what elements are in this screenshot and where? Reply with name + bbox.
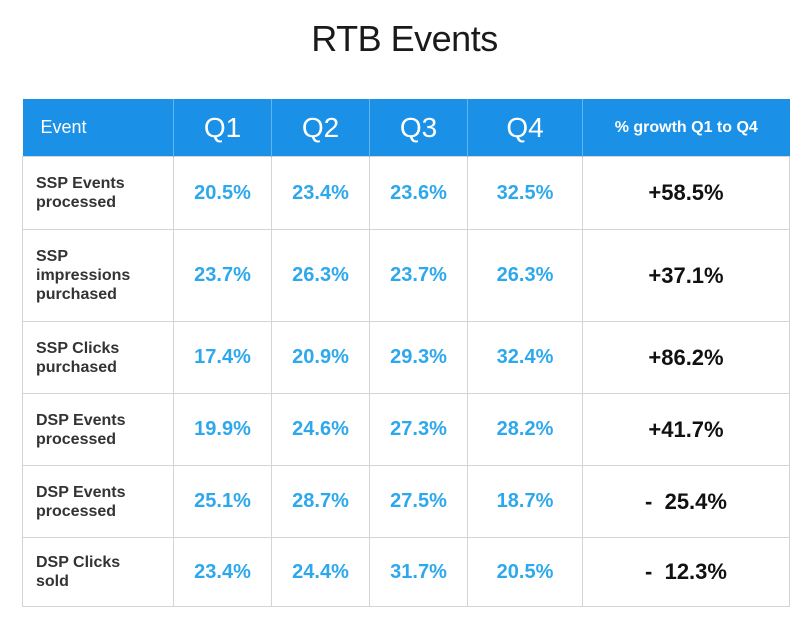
column-header-event: Event [22, 99, 174, 157]
value-q2: 24.4% [271, 537, 370, 607]
table-row: SSP impressions purchased 23.7% 26.3% 23… [22, 229, 790, 322]
event-label-line: processed [36, 502, 117, 520]
growth-value: +86.2% [582, 321, 790, 394]
event-label-line: SSP Events [36, 175, 125, 192]
table-row: SSP Events processed 20.5% 23.4% 23.6% 3… [22, 156, 790, 230]
value-q2: 23.4% [271, 156, 370, 230]
value-q4: 18.7% [467, 465, 583, 538]
value-q1: 17.4% [173, 321, 272, 394]
value-q4: 32.5% [467, 156, 583, 230]
event-label: SSP Events processed [22, 156, 174, 230]
event-label-line: purchased [36, 358, 117, 376]
growth-value: +58.5% [582, 156, 790, 230]
event-label: DSP Clicks sold [22, 537, 174, 607]
event-label-line: SSP [36, 248, 69, 265]
table-row: DSP Clicks sold 23.4% 24.4% 31.7% 20.5% … [22, 537, 790, 607]
value-q1: 20.5% [173, 156, 272, 230]
value-q4: 32.4% [467, 321, 583, 394]
value-q3: 29.3% [369, 321, 468, 394]
growth-value: +41.7% [582, 393, 790, 466]
event-label-line: DSP Clicks [36, 554, 121, 571]
event-label: DSP Events processed [22, 393, 174, 466]
value-q3: 23.7% [369, 229, 468, 322]
event-label-line: sold [36, 573, 69, 590]
value-q2: 28.7% [271, 465, 370, 538]
value-q3: 23.6% [369, 156, 468, 230]
header-row: Event Q1 Q2 Q3 Q4 % growth Q1 to Q4 [22, 99, 790, 157]
growth-value: - 12.3% [582, 537, 790, 607]
event-label-line: SSP Clicks [36, 339, 120, 357]
table-row: DSP Events processed 19.9% 24.6% 27.3% 2… [22, 393, 790, 466]
column-header-q2: Q2 [271, 99, 370, 157]
event-label-line: processed [36, 430, 117, 448]
table-row: SSP Clicks purchased 17.4% 20.9% 29.3% 3… [22, 321, 790, 394]
value-q2: 20.9% [271, 321, 370, 394]
chart-title: RTB Events [311, 18, 498, 59]
column-header-q4: Q4 [467, 99, 583, 157]
growth-value: +37.1% [582, 229, 790, 322]
value-q3: 31.7% [369, 537, 468, 607]
value-q1: 23.7% [173, 229, 272, 322]
event-label-line: DSP Events [36, 411, 126, 429]
event-label-line: purchased [36, 286, 117, 303]
event-label-line: DSP Events [36, 483, 126, 501]
value-q1: 25.1% [173, 465, 272, 538]
value-q3: 27.5% [369, 465, 468, 538]
value-q1: 23.4% [173, 537, 272, 607]
value-q2: 26.3% [271, 229, 370, 322]
table-row: DSP Events processed 25.1% 28.7% 27.5% 1… [22, 465, 790, 538]
event-label-line: impressions [36, 267, 131, 284]
value-q4: 28.2% [467, 393, 583, 466]
value-q2: 24.6% [271, 393, 370, 466]
event-label: DSP Events processed [22, 465, 174, 538]
event-label: SSP Clicks purchased [22, 321, 174, 394]
growth-value: - 25.4% [582, 465, 790, 538]
column-header-q1: Q1 [173, 99, 272, 157]
value-q4: 20.5% [467, 537, 583, 607]
event-label-line: processed [36, 194, 117, 211]
rtb-events-table: Event Q1 Q2 Q3 Q4 % growth Q1 to Q4 SSP … [22, 99, 790, 607]
column-header-q3: Q3 [369, 99, 468, 157]
value-q4: 26.3% [467, 229, 583, 322]
value-q3: 27.3% [369, 393, 468, 466]
value-q1: 19.9% [173, 393, 272, 466]
event-label: SSP impressions purchased [22, 229, 174, 322]
column-header-growth: % growth Q1 to Q4 [582, 99, 790, 157]
